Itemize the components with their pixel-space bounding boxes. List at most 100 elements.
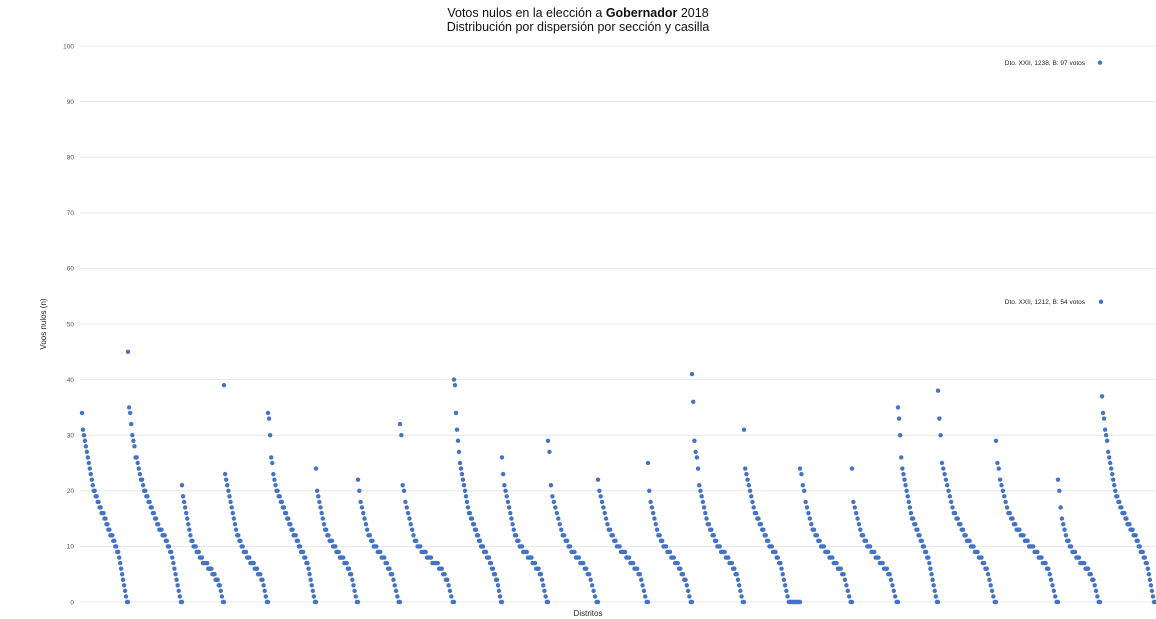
data-point [153,516,159,521]
data-point [989,588,995,594]
data-point [392,583,397,588]
data-point [539,577,545,582]
data-point [584,566,589,571]
data-point [1055,477,1061,482]
data-point [548,483,554,488]
data-point [267,433,273,438]
data-point [943,477,949,482]
y-tick-label: 20 [67,488,75,495]
data-point [652,516,657,521]
data-point [683,577,688,582]
data-point [1112,483,1117,488]
data-point [96,499,101,505]
data-point [186,521,191,527]
data-point [602,510,607,516]
data-point [917,533,922,538]
data-point [806,510,811,516]
data-point [722,549,727,555]
data-point [458,466,464,471]
data-point [333,544,338,549]
data-point [467,510,473,516]
data-point [502,483,507,488]
data-point [297,544,303,549]
data-point [667,549,673,555]
data-point [639,577,644,582]
data-point [233,527,239,532]
data-point [622,549,628,555]
data-point [314,488,320,493]
data-point [260,577,265,582]
data-point [1061,521,1066,527]
data-point [955,516,960,521]
data-point [118,566,124,571]
data-point [414,538,419,544]
data-point [258,572,263,577]
data-point [556,516,561,521]
data-point [254,566,260,571]
data-point [117,560,123,566]
data-point [769,544,775,549]
data-point [219,594,225,599]
y-tick-label: 0 [70,599,74,606]
data-point [139,477,145,482]
data-point [872,549,877,555]
data-point [221,599,227,605]
data-point [151,510,157,516]
data-point [137,471,143,477]
data-point [948,499,954,505]
data-point [185,516,190,521]
data-point [657,533,662,538]
data-point [271,471,276,477]
data-point [1148,583,1154,588]
data-point [567,544,573,549]
data-point [706,521,712,527]
data-point [1109,466,1114,471]
data-point [435,560,440,566]
data-point [960,527,966,532]
data-point [177,594,183,599]
data-point [174,577,179,582]
data-point [288,521,293,527]
data-point [895,599,901,605]
data-point [316,494,321,499]
data-point [746,483,752,488]
data-point [942,471,947,477]
data-point [508,510,513,516]
data-point [811,527,817,532]
data-point [231,516,237,521]
data-point [179,483,185,488]
data-point [506,505,512,510]
data-point [355,599,361,605]
data-point [650,510,656,516]
data-point [301,549,306,555]
data-point [1035,549,1040,555]
data-point [779,566,784,571]
data-point [1150,594,1156,599]
data-point [841,572,846,577]
data-point [404,505,409,510]
data-point [1133,533,1138,538]
data-point [1068,544,1074,549]
data-point [88,471,94,477]
data-point [382,555,387,560]
data-point [370,538,375,544]
y-tick-label: 100 [63,43,74,50]
data-point [745,477,750,482]
data-point [908,510,914,516]
data-point [272,477,277,482]
data-point [1146,572,1152,577]
data-point [311,594,317,599]
data-point [1110,471,1115,477]
data-point [863,538,869,544]
data-point [640,583,645,588]
data-point [756,516,761,521]
data-point [80,427,86,432]
data-point [188,533,193,538]
y-axis-label: Voos nulos (n) [39,298,48,349]
data-point [462,488,468,493]
data-point [147,499,152,505]
data-point [451,599,457,605]
data-point [164,538,170,544]
y-tick-label: 90 [67,99,75,106]
data-point [452,382,458,388]
